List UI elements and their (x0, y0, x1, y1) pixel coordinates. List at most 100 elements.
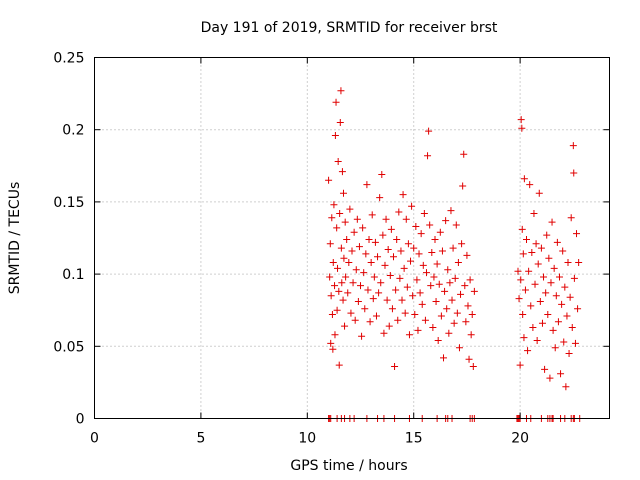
data-point (329, 345, 337, 353)
data-point (364, 286, 372, 294)
data-point (340, 254, 348, 262)
data-point (395, 208, 403, 216)
data-point (341, 218, 349, 226)
data-point (328, 214, 336, 222)
data-point (346, 205, 354, 213)
data-point (528, 248, 536, 256)
data-point (345, 259, 353, 267)
data-point (331, 131, 339, 139)
data-point (432, 298, 440, 306)
data-point (455, 344, 463, 352)
data-point (370, 273, 378, 281)
data-point (533, 337, 541, 345)
data-point (339, 189, 347, 197)
data-point (548, 218, 556, 226)
x-tick-label: 5 (196, 431, 205, 447)
data-point (350, 228, 358, 236)
y-tick-label: 0.05 (53, 339, 84, 355)
data-point (460, 150, 468, 158)
data-point (328, 311, 336, 319)
data-point (409, 292, 417, 300)
data-point (547, 279, 555, 287)
data-point (436, 228, 444, 236)
data-point (330, 201, 338, 209)
data-point (567, 214, 575, 222)
grid-layer (94, 57, 610, 419)
data-point (343, 235, 351, 243)
data-point (554, 318, 562, 326)
plot-frame (94, 57, 610, 419)
data-point (451, 274, 459, 282)
data-point (461, 282, 469, 290)
data-point (382, 215, 390, 223)
data-point (518, 225, 526, 233)
data-point (447, 207, 455, 215)
data-point (394, 316, 402, 324)
data-point (573, 230, 581, 238)
data-point (534, 260, 542, 268)
data-point (338, 168, 346, 176)
data-point (333, 306, 341, 314)
data-point (348, 247, 356, 255)
data-point (414, 326, 422, 334)
data-point (424, 152, 432, 160)
data-point (358, 332, 366, 340)
data-point (570, 169, 578, 177)
data-point (392, 286, 400, 294)
data-point (565, 350, 573, 358)
data-point (544, 311, 552, 319)
data-point (469, 363, 477, 371)
data-point (446, 279, 454, 287)
data-point (536, 298, 544, 306)
data-point (375, 289, 383, 297)
data-point (563, 312, 571, 320)
data-point (470, 287, 478, 295)
data-point (362, 250, 370, 258)
data-point (368, 211, 376, 219)
data-point (519, 311, 527, 319)
data-point (429, 324, 437, 332)
data-point (433, 260, 441, 268)
y-axis-label: SRMTID / TECUs (7, 182, 23, 295)
data-point (440, 354, 448, 362)
data-point (453, 309, 461, 317)
data-point (391, 363, 399, 371)
data-point (371, 238, 379, 246)
data-point (535, 189, 543, 197)
data-point (561, 283, 569, 291)
data-point (459, 182, 467, 190)
data-point (410, 244, 418, 252)
data-point (467, 331, 475, 339)
data-point (516, 361, 524, 369)
data-point (553, 238, 561, 246)
data-point (557, 370, 565, 378)
data-point (541, 365, 549, 373)
data-point (377, 279, 385, 287)
data-point (521, 286, 529, 294)
data-point (334, 157, 342, 165)
data-point (326, 273, 334, 281)
data-point (560, 338, 568, 346)
x-axis-label: GPS time / hours (290, 458, 407, 474)
data-point (454, 259, 462, 267)
data-point (367, 259, 375, 267)
data-point (331, 331, 339, 339)
data-point (529, 324, 537, 332)
data-point (431, 235, 439, 243)
data-point (566, 293, 574, 301)
data-point (450, 319, 458, 327)
data-point (540, 273, 548, 281)
data-point (448, 296, 456, 304)
data-point (386, 272, 394, 280)
data-point (530, 209, 538, 217)
data-point (363, 181, 371, 189)
data-point (335, 361, 343, 369)
data-point (347, 309, 355, 317)
data-point (365, 235, 373, 243)
data-point (549, 326, 557, 334)
data-point (517, 116, 525, 124)
data-point (341, 322, 349, 330)
data-point (574, 305, 582, 313)
data-point (412, 222, 420, 230)
data-point (575, 259, 583, 267)
